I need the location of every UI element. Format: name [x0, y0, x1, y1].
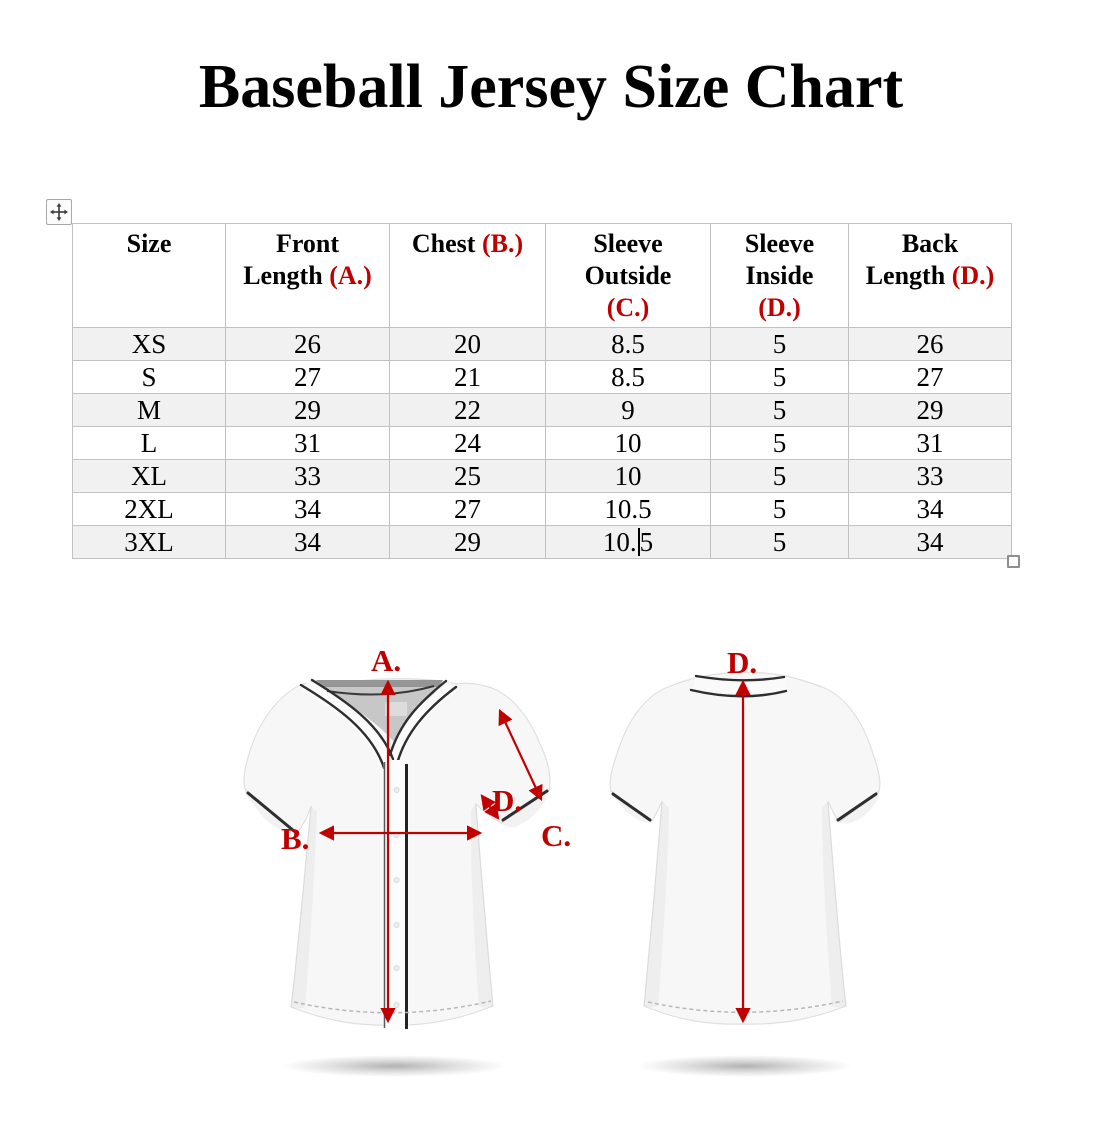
cell-back_length[interactable]: 33: [848, 459, 1012, 493]
cell-sleeve_inside[interactable]: 5: [710, 426, 849, 460]
cell-sleeve_inside[interactable]: 5: [710, 393, 849, 427]
front-jersey-illustration: [243, 678, 551, 1030]
table-row-XS: XS 26 20 8.5 5 26: [72, 327, 1012, 361]
label-sleeve-inside-d: D.: [492, 783, 522, 818]
cell-size[interactable]: 3XL: [72, 525, 226, 559]
table-row-3XL: 3XL 34 29 10. 5 5 34: [72, 525, 1012, 559]
table-header-row: Size Front Length (A.) Chest (B.) Sleeve Outs…: [72, 223, 1012, 328]
cell-sleeve_inside[interactable]: 5: [710, 525, 849, 559]
cell-sleeve_outside[interactable]: 10: [545, 426, 711, 460]
column-header-sleeve_inside[interactable]: Sleeve Inside (D.): [710, 223, 849, 328]
cell-chest[interactable]: 20: [389, 327, 546, 361]
table-row-L: L 31 24 10 5 31: [72, 426, 1012, 460]
label-front-length-a: A.: [371, 643, 401, 678]
cell-front_length[interactable]: 29: [225, 393, 390, 427]
column-header-size[interactable]: Size: [72, 223, 226, 328]
cell-size[interactable]: XS: [72, 327, 226, 361]
measure-arrow-sleeve-inside-d: [480, 794, 500, 820]
page-title[interactable]: Baseball Jersey Size Chart: [198, 53, 904, 121]
cell-back_length[interactable]: 34: [848, 492, 1012, 526]
front-jersey-shadow: [282, 1055, 506, 1077]
cell-front_length[interactable]: 31: [225, 426, 390, 460]
table-move-handle[interactable]: [46, 199, 72, 225]
cell-chest[interactable]: 24: [389, 426, 546, 460]
text-cursor: [637, 528, 640, 556]
cell-front_length[interactable]: 33: [225, 459, 390, 493]
cell-sleeve_outside[interactable]: 9: [545, 393, 711, 427]
cell-back_length[interactable]: 31: [848, 426, 1012, 460]
cell-chest[interactable]: 25: [389, 459, 546, 493]
column-header-front_length[interactable]: Front Length (A.): [225, 223, 390, 328]
table-row-S: S 27 21 8.5 5 27: [72, 360, 1012, 394]
size-chart-table: Size Front Length (A.) Chest (B.) Sleeve Outs…: [72, 223, 1012, 559]
cell-sleeve_inside[interactable]: 5: [710, 360, 849, 394]
back-jersey-illustration: [609, 671, 881, 1025]
measure-arrow-sleeve-outside-c: [498, 708, 543, 802]
cell-chest[interactable]: 27: [389, 492, 546, 526]
cell-sleeve_inside[interactable]: 5: [710, 459, 849, 493]
label-chest-b: B.: [281, 821, 309, 856]
cell-front_length[interactable]: 27: [225, 360, 390, 394]
cell-front_length[interactable]: 26: [225, 327, 390, 361]
table-row-2XL: 2XL 34 27 10.5 5 34: [72, 492, 1012, 526]
table-row-M: M 29 22 9 5 29: [72, 393, 1012, 427]
column-header-chest[interactable]: Chest (B.): [389, 223, 546, 328]
column-header-back_length[interactable]: Back Length (D.): [848, 223, 1012, 328]
cell-back_length[interactable]: 26: [848, 327, 1012, 361]
cell-size[interactable]: 2XL: [72, 492, 226, 526]
cell-sleeve_outside[interactable]: 10.5: [545, 492, 711, 526]
cell-sleeve_outside[interactable]: 10: [545, 459, 711, 493]
cell-size[interactable]: XL: [72, 459, 226, 493]
back-jersey-shadow: [637, 1055, 853, 1077]
cell-sleeve_outside[interactable]: 8.5: [545, 360, 711, 394]
cell-sleeve_inside[interactable]: 5: [710, 327, 849, 361]
cell-back_length[interactable]: 29: [848, 393, 1012, 427]
cell-sleeve_outside[interactable]: 10.5: [545, 525, 711, 559]
cell-front_length[interactable]: 34: [225, 492, 390, 526]
label-back-length-d: D.: [727, 645, 757, 680]
cell-chest[interactable]: 29: [389, 525, 546, 559]
table-row-XL: XL 33 25 10 5 33: [72, 459, 1012, 493]
move-icon: [50, 203, 68, 221]
label-sleeve-outside-c: C.: [541, 818, 571, 853]
cell-chest[interactable]: 22: [389, 393, 546, 427]
cell-chest[interactable]: 21: [389, 360, 546, 394]
jersey-measurement-diagram[interactable]: A. B. C. D. D.: [225, 622, 905, 1100]
cell-sleeve_outside[interactable]: 8.5: [545, 327, 711, 361]
cell-size[interactable]: L: [72, 426, 226, 460]
column-header-sleeve_outside[interactable]: Sleeve Outside (C.): [545, 223, 711, 328]
cell-size[interactable]: M: [72, 393, 226, 427]
cell-back_length[interactable]: 27: [848, 360, 1012, 394]
cell-back_length[interactable]: 34: [848, 525, 1012, 559]
cell-size[interactable]: S: [72, 360, 226, 394]
cell-front_length[interactable]: 34: [225, 525, 390, 559]
table-resize-handle[interactable]: [1007, 555, 1020, 568]
cell-sleeve_inside[interactable]: 5: [710, 492, 849, 526]
